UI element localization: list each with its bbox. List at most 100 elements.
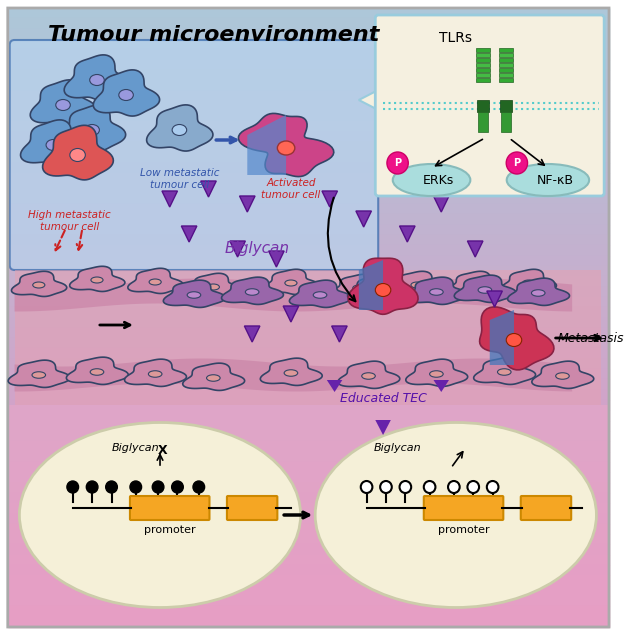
Bar (8, 163, 609, 173)
Circle shape (448, 481, 460, 493)
Polygon shape (487, 291, 502, 307)
Ellipse shape (506, 333, 522, 347)
Polygon shape (406, 359, 467, 387)
Bar (8, 101, 609, 111)
Bar (8, 173, 609, 184)
Ellipse shape (315, 422, 597, 608)
Polygon shape (356, 211, 371, 227)
Bar (8, 565, 609, 575)
Text: Educated TEC: Educated TEC (340, 392, 427, 404)
Bar (8, 369, 609, 379)
Polygon shape (454, 275, 516, 302)
Polygon shape (289, 280, 351, 307)
Bar (8, 184, 609, 194)
Polygon shape (264, 269, 319, 295)
Ellipse shape (207, 284, 219, 290)
Ellipse shape (285, 280, 297, 286)
Circle shape (380, 481, 392, 493)
Bar (8, 575, 609, 585)
Polygon shape (230, 241, 245, 257)
FancyBboxPatch shape (227, 496, 277, 520)
Ellipse shape (85, 124, 99, 135)
FancyBboxPatch shape (10, 40, 378, 270)
Polygon shape (375, 420, 391, 435)
Polygon shape (128, 269, 183, 293)
Polygon shape (331, 326, 347, 342)
Circle shape (172, 481, 183, 493)
Bar (8, 390, 609, 400)
Ellipse shape (429, 289, 443, 295)
Bar (8, 8, 609, 18)
Text: Metastasis: Metastasis (558, 331, 624, 345)
Ellipse shape (32, 371, 46, 378)
Bar (8, 18, 609, 29)
Bar (8, 245, 609, 256)
Bar (8, 307, 609, 318)
Bar (8, 400, 609, 410)
Bar (8, 555, 609, 565)
Ellipse shape (19, 422, 301, 608)
Circle shape (361, 481, 373, 493)
Text: Biglycan: Biglycan (225, 241, 289, 255)
Ellipse shape (522, 280, 535, 286)
Polygon shape (448, 271, 503, 297)
Polygon shape (201, 181, 216, 197)
Circle shape (506, 152, 527, 174)
Ellipse shape (149, 279, 161, 285)
Ellipse shape (375, 283, 391, 297)
Bar (15, 270, 601, 405)
Ellipse shape (207, 375, 220, 381)
Polygon shape (532, 361, 594, 389)
Text: NF-κB: NF-κB (537, 175, 574, 187)
Bar (476, 48, 490, 52)
Ellipse shape (277, 141, 295, 155)
Polygon shape (322, 191, 338, 207)
Bar (476, 68, 490, 72)
Bar (8, 606, 609, 617)
Polygon shape (221, 277, 284, 304)
Polygon shape (66, 357, 128, 384)
Text: Low metastatic
tumour cell: Low metastatic tumour cell (140, 168, 219, 190)
Ellipse shape (497, 369, 511, 375)
Bar (8, 441, 609, 451)
Polygon shape (359, 90, 378, 110)
Text: Tumour microenvironment: Tumour microenvironment (48, 25, 379, 45)
Bar (8, 215, 609, 225)
Bar (499, 68, 513, 72)
Ellipse shape (532, 290, 545, 297)
Bar (8, 379, 609, 390)
Polygon shape (348, 275, 410, 302)
Text: Activated
tumour cell: Activated tumour cell (261, 178, 321, 199)
Bar (8, 514, 609, 524)
Bar (8, 39, 609, 50)
Bar (8, 286, 609, 297)
Ellipse shape (148, 371, 162, 377)
Polygon shape (406, 277, 467, 304)
Ellipse shape (91, 277, 103, 283)
Text: X: X (158, 443, 168, 457)
Bar (476, 58, 490, 62)
Bar (499, 63, 513, 67)
Text: P: P (394, 158, 401, 168)
Polygon shape (399, 226, 415, 242)
Text: Biglycan: Biglycan (111, 443, 159, 453)
Bar (499, 73, 513, 77)
Circle shape (130, 481, 142, 493)
Bar (8, 50, 609, 60)
Bar (8, 60, 609, 70)
Bar (8, 318, 609, 328)
Circle shape (67, 481, 79, 493)
Polygon shape (247, 115, 286, 175)
Ellipse shape (245, 289, 259, 295)
Polygon shape (467, 241, 483, 257)
Bar (8, 483, 609, 493)
Bar (8, 91, 609, 101)
Bar (499, 48, 513, 52)
Polygon shape (434, 196, 449, 212)
Bar (8, 544, 609, 555)
Circle shape (193, 481, 205, 493)
Ellipse shape (478, 287, 492, 293)
Bar (8, 451, 609, 462)
Polygon shape (508, 278, 569, 305)
Bar (8, 142, 609, 152)
